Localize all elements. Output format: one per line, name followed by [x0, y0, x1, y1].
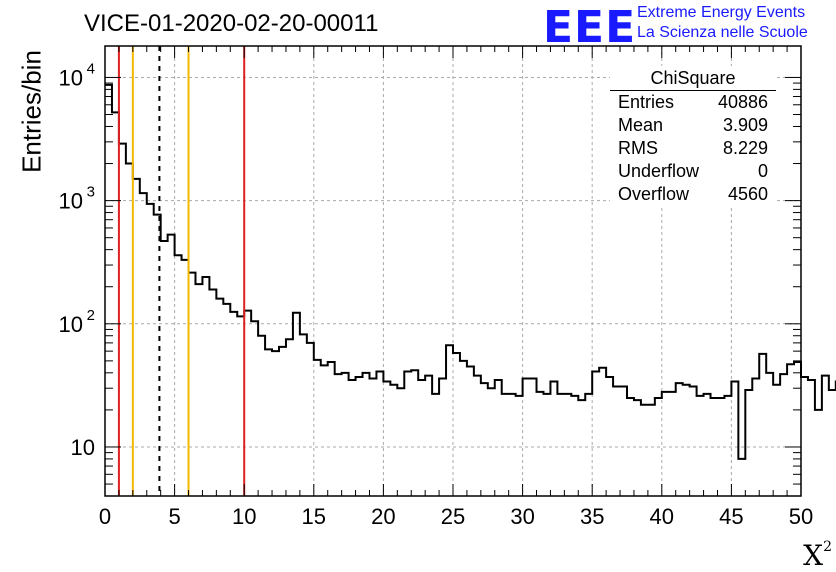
- x-tick-label: 30: [510, 504, 534, 529]
- eee-logo: EEE: [543, 2, 637, 53]
- y-tick-exponent: 2: [87, 307, 95, 324]
- y-axis-label: Entries/bin: [16, 50, 47, 173]
- y-tick-label: 10: [59, 65, 83, 90]
- stats-title: ChiSquare: [610, 66, 776, 91]
- x-axis-label: X2: [803, 539, 832, 572]
- stats-row: RMS 8.229: [618, 138, 768, 158]
- stats-row: Overflow 4560: [618, 184, 768, 204]
- y-tick-label: 10: [71, 435, 95, 460]
- x-tick-label: 40: [650, 504, 674, 529]
- stats-row: Entries 40886: [618, 92, 768, 112]
- histogram-series: [105, 83, 836, 460]
- stats-row: Underflow 0: [618, 161, 768, 181]
- x-tick-label: 45: [719, 504, 743, 529]
- x-tick-label: 20: [371, 504, 395, 529]
- x-tick-label: 35: [580, 504, 604, 529]
- stats-row: Mean 3.909: [618, 115, 768, 135]
- logo-line-2: La Scienza nelle Scuole: [637, 24, 808, 41]
- chart-title: VICE-01-2020-02-20-00011: [84, 10, 379, 37]
- x-tick-label: 10: [232, 504, 256, 529]
- stats-box: ChiSquare Entries 40886 Mean 3.909 RMS 8.22…: [610, 66, 776, 206]
- y-tick-label: 10: [59, 312, 83, 337]
- x-tick-label: 15: [302, 504, 326, 529]
- y-tick-exponent: 3: [87, 184, 95, 201]
- y-tick-label: 10: [59, 189, 83, 214]
- y-tick-exponent: 4: [87, 60, 95, 77]
- x-tick-label: 0: [99, 504, 111, 529]
- x-tick-label: 50: [789, 504, 813, 529]
- x-tick-label: 25: [441, 504, 465, 529]
- logo-line-1: Extreme Energy Events: [637, 4, 806, 21]
- x-tick-label: 5: [168, 504, 180, 529]
